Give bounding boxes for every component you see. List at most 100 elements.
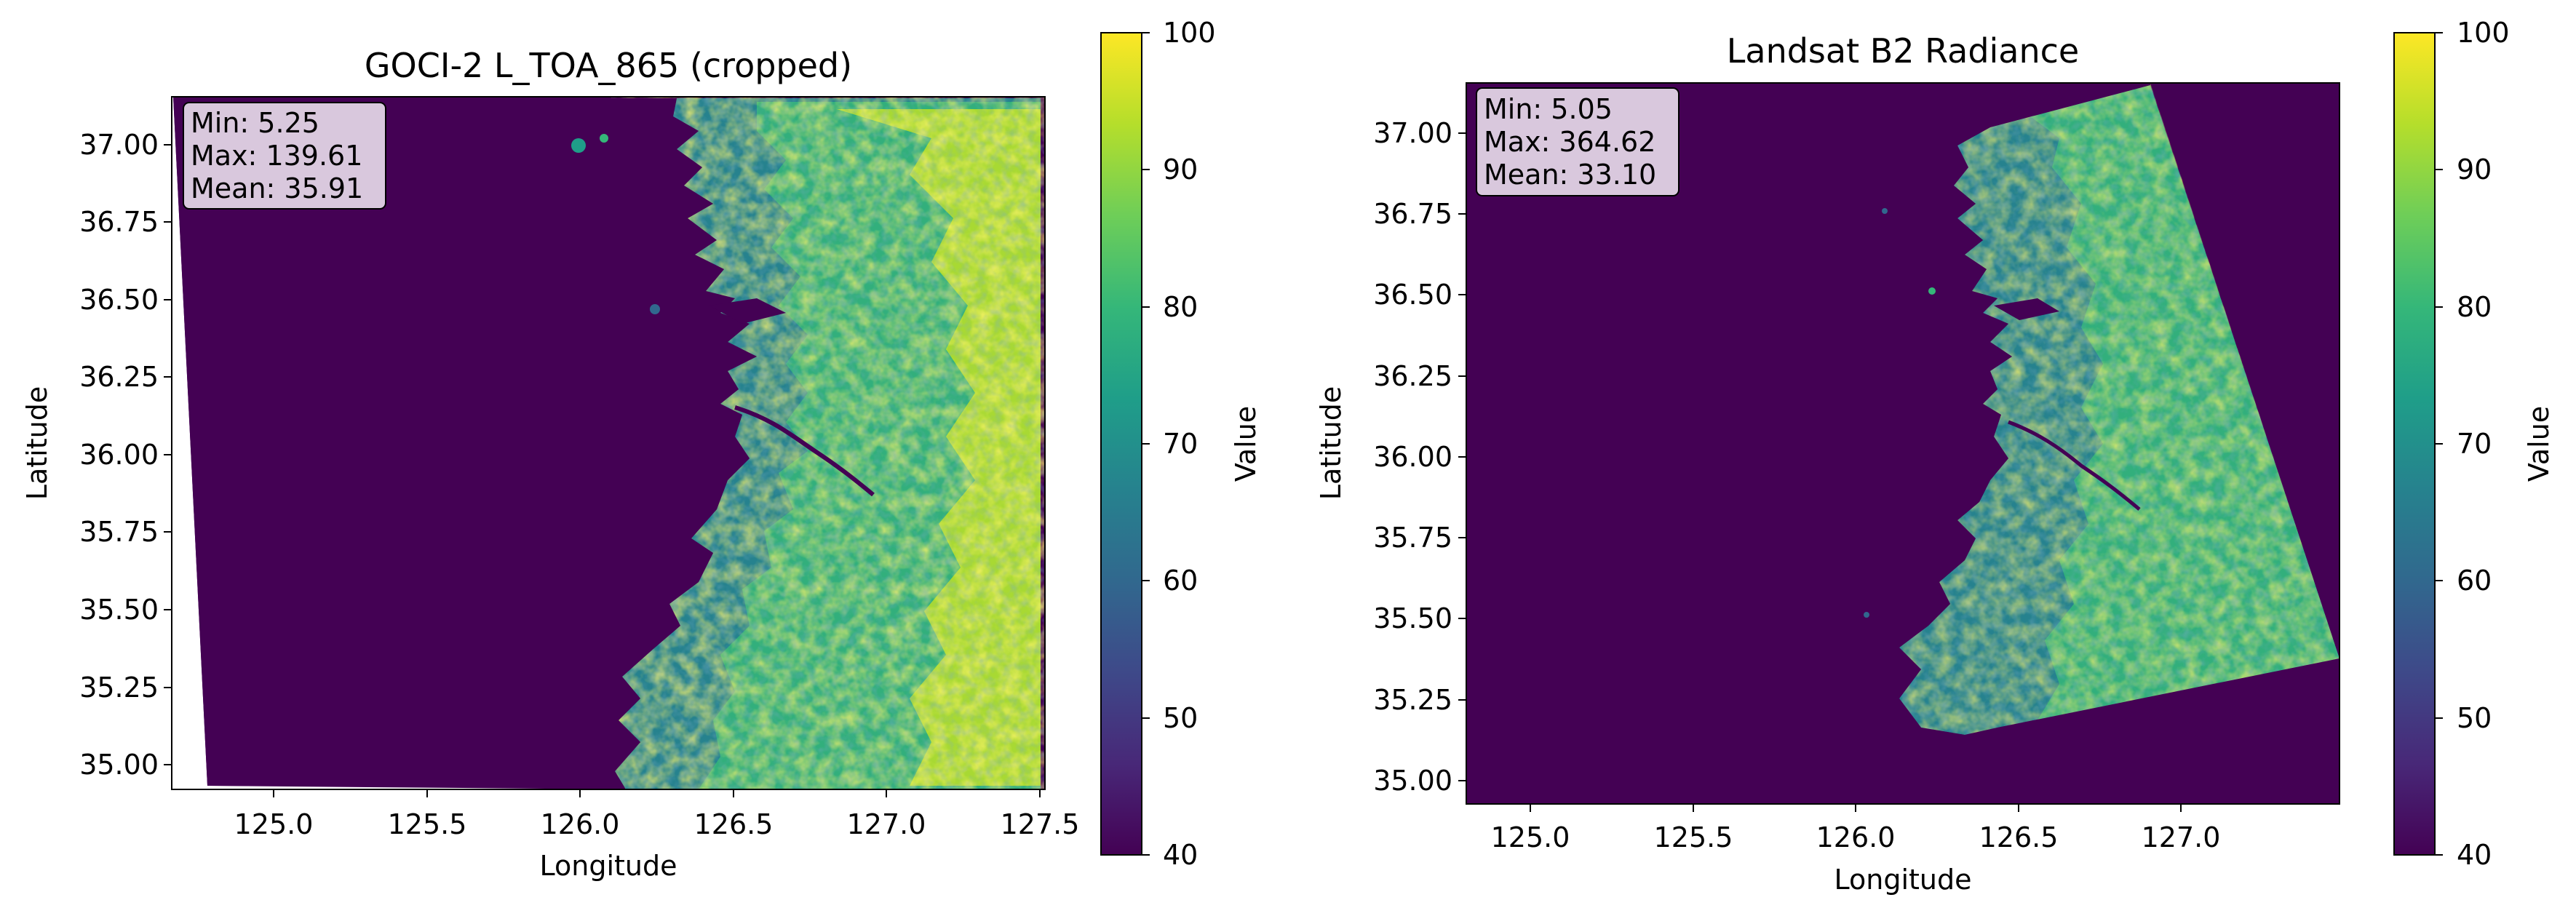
- x-axis: 125.0 125.5 126.0 126.5 127.0 Longitude: [1491, 804, 2220, 896]
- colorbar-ramp: [2393, 32, 2436, 856]
- y-tick: 35.00: [1373, 765, 1466, 797]
- colorbar-tick-label: 90: [2457, 154, 2492, 186]
- y-tick-label: 36.50: [79, 284, 159, 316]
- chart-title: Landsat B2 Radiance: [1727, 31, 2079, 71]
- stat-mean: Mean: 33.10: [1484, 159, 1656, 191]
- x-tick-label: 126.0: [1816, 821, 1896, 853]
- y-axis: 35.00 35.25 35.50 35.75 36.00 36.25 36.5…: [21, 129, 172, 781]
- y-tick-label: 36.25: [79, 361, 159, 393]
- sea-mask: [1466, 83, 2340, 804]
- x-tick: 125.0: [1491, 804, 1570, 853]
- y-tick-label: 35.75: [1373, 522, 1452, 554]
- stat-max: Max: 139.61: [191, 140, 362, 172]
- colorbar-tick: 100: [2435, 17, 2510, 49]
- x-tick: 126.0: [541, 789, 620, 840]
- y-tick: 36.50: [79, 284, 172, 316]
- x-tick-label: 127.5: [1001, 808, 1080, 840]
- colorbar-tick: 90: [1142, 154, 1198, 186]
- colorbar-tick-label: 80: [1163, 291, 1198, 323]
- y-tick-label: 35.25: [79, 672, 159, 704]
- plot-frame: [1466, 82, 2340, 805]
- y-tick: 37.00: [1373, 117, 1466, 149]
- chart-title: GOCI-2 L_TOA_865 (cropped): [365, 46, 852, 85]
- stat-min: Min: 5.05: [1484, 93, 1613, 125]
- scene-edge-mask: [2150, 83, 2340, 658]
- colorbar-tick-label: 50: [2457, 702, 2492, 734]
- colorbar-label: Value: [2523, 406, 2555, 482]
- colorbar: 40 50 60 70 80 90 100 Value: [1100, 17, 1262, 871]
- colorbar-tick-label: 100: [2457, 17, 2510, 49]
- y-tick-label: 35.75: [79, 516, 159, 548]
- x-tick: 125.5: [388, 789, 467, 840]
- y-tick-label: 36.00: [1373, 441, 1452, 473]
- island: [1864, 612, 1869, 618]
- colorbar-tick-label: 50: [1163, 702, 1198, 734]
- x-tick: 126.5: [1979, 804, 2059, 853]
- x-tick: 125.5: [1654, 804, 1733, 853]
- colorbar-tick: 70: [1142, 428, 1198, 460]
- x-tick-label: 125.5: [388, 808, 467, 840]
- y-tick: 36.25: [79, 361, 172, 393]
- x-axis-label: Longitude: [1834, 864, 1972, 896]
- colorbar-tick: 40: [2435, 839, 2492, 871]
- colorbar-tick-label: 70: [1163, 428, 1198, 460]
- panel-landsat: Landsat B2 Radiance Min: 5.05 Max: 364.6…: [1315, 17, 2555, 896]
- x-tick: 126.0: [1816, 804, 1896, 853]
- island: [1882, 208, 1888, 214]
- y-tick: 35.75: [79, 516, 172, 548]
- colorbar-tick: 50: [1142, 702, 1198, 734]
- colorbar-tick: 90: [2435, 154, 2492, 186]
- x-tick: 126.5: [694, 789, 774, 840]
- y-tick: 36.75: [1373, 198, 1466, 230]
- y-tick: 35.50: [79, 594, 172, 626]
- panel-goci: GOCI-2 L_TOA_865 (cropped) Min: 5: [21, 17, 1262, 882]
- colorbar: 40 50 60 70 80 90 100 Value: [2393, 17, 2555, 871]
- y-tick: 35.75: [1373, 522, 1466, 554]
- sea-mask: [173, 97, 757, 789]
- river: [2008, 420, 2141, 511]
- y-tick: 35.25: [1373, 684, 1466, 716]
- y-axis-label: Latitude: [21, 386, 53, 500]
- x-tick: 127.5: [1001, 789, 1080, 840]
- estuary: [709, 298, 786, 324]
- colorbar-tick: 70: [2435, 428, 2492, 460]
- island: [1928, 287, 1936, 295]
- colorbar-tick: 60: [1142, 565, 1198, 597]
- island: [571, 138, 586, 153]
- y-tick-label: 36.75: [79, 206, 159, 238]
- y-tick: 36.00: [79, 439, 172, 471]
- plot-area: [1466, 83, 2340, 804]
- stat-min: Min: 5.25: [191, 107, 319, 139]
- x-tick: 127.0: [2142, 804, 2220, 853]
- x-tick-label: 125.0: [234, 808, 314, 840]
- stat-mean: Mean: 35.91: [191, 172, 363, 204]
- island: [650, 304, 660, 314]
- y-tick-label: 35.50: [79, 594, 159, 626]
- y-tick-label: 35.00: [79, 749, 159, 781]
- river: [734, 405, 875, 497]
- colorbar-tick-label: 90: [1163, 154, 1198, 186]
- y-tick: 37.00: [79, 129, 172, 161]
- colorbar-tick-label: 40: [2457, 839, 2492, 871]
- colorbar-label: Value: [1230, 406, 1262, 482]
- y-tick-label: 37.00: [1373, 117, 1452, 149]
- colorbar-tick-label: 60: [1163, 565, 1198, 597]
- colorbar-tick-label: 100: [1163, 17, 1216, 49]
- colorbar-tick-label: 80: [2457, 291, 2492, 323]
- y-tick-label: 36.00: [79, 439, 159, 471]
- x-tick-label: 126.5: [694, 808, 774, 840]
- x-tick-label: 126.5: [1979, 821, 2059, 853]
- colorbar-tick: 40: [1142, 839, 1198, 871]
- x-axis-label: Longitude: [540, 850, 677, 882]
- y-tick: 36.00: [1373, 441, 1466, 473]
- y-tick-label: 36.50: [1373, 279, 1452, 311]
- y-axis: 35.00 35.25 35.50 35.75 36.00 36.25 36.5…: [1315, 117, 1466, 797]
- plot-frame: [171, 96, 1046, 790]
- colorbar-tick: 80: [1142, 291, 1198, 323]
- y-axis-label: Latitude: [1315, 386, 1347, 500]
- x-axis: 125.0 125.5 126.0 126.5 127.0 127.5 Long…: [234, 789, 1080, 882]
- x-tick-label: 126.0: [541, 808, 620, 840]
- colorbar-tick: 60: [2435, 565, 2492, 597]
- estuary: [1994, 298, 2059, 320]
- y-tick-label: 37.00: [79, 129, 159, 161]
